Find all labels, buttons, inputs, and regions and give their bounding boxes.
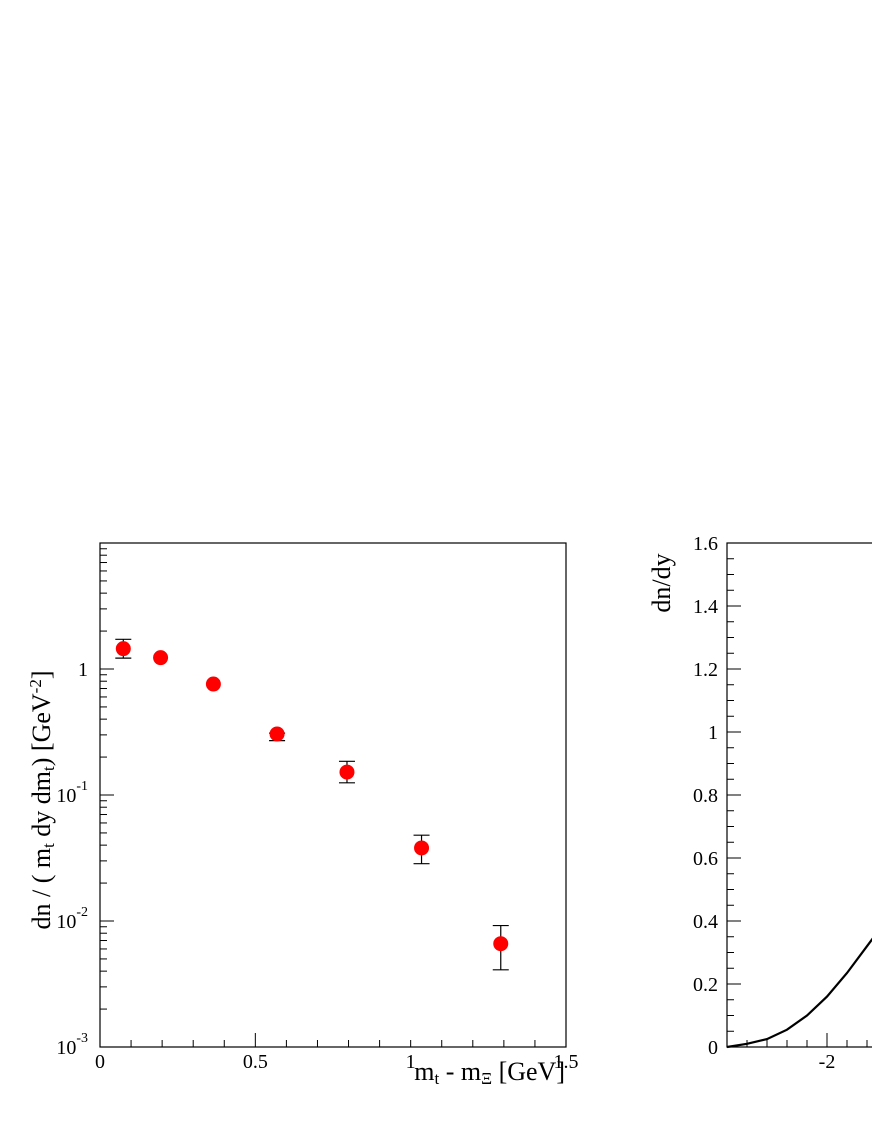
right-y-tick-label: 0.6 [693, 848, 718, 870]
left-x-ticks: 0 0.5 1 1.5 [95, 1033, 579, 1073]
left-plot-frame [99, 542, 567, 1048]
left-x-tick-label: 1 [406, 1051, 416, 1073]
right-panel: -2 0 0.2 0.4 0.6 0.8 1 1.2 1.4 1.6 dn/dy [647, 533, 872, 1073]
left-x-tick-label: 1.5 [554, 1051, 579, 1073]
left-data-point [153, 650, 169, 666]
left-x-tick-label: 0.5 [243, 1051, 268, 1073]
right-y-tick-label: 1 [708, 722, 718, 744]
right-fit-curve [726, 937, 872, 1049]
right-y-tick-label: 1.4 [693, 596, 718, 618]
left-y-tick-label: 10-1 [56, 779, 88, 807]
right-y-tick-label: 0.4 [693, 911, 718, 933]
right-y-tick-label: 0.2 [693, 974, 718, 996]
left-data-point [205, 676, 221, 692]
left-data-point [269, 726, 285, 742]
right-plot-frame [726, 542, 872, 1048]
left-y-tick-label: 10-3 [56, 1031, 88, 1059]
right-y-ticks: 0 0.2 0.4 0.6 0.8 1 1.2 1.4 1.6 [693, 533, 741, 1059]
right-y-tick-label: 0 [708, 1037, 718, 1059]
right-y-tick-label: 1.6 [693, 533, 718, 555]
left-data-point [339, 764, 355, 780]
right-y-axis-label: dn/dy [647, 553, 676, 612]
left-x-axis-label: mt - mΞ [GeV] [414, 1057, 565, 1088]
left-data-point [493, 936, 509, 952]
left-y-axis-label: dn / ( mt dy dmt) [GeV-2] [26, 670, 59, 929]
left-data-point [115, 641, 131, 657]
left-panel: 0 0.5 1 1.5 10-3 10-2 10-1 1 dn / ( mt dy dmt)… [26, 542, 579, 1088]
left-data-points [115, 638, 509, 971]
left-y-tick-label: 1 [78, 659, 88, 681]
left-x-tick-label: 0 [95, 1051, 105, 1073]
right-y-tick-label: 0.8 [693, 785, 718, 807]
right-x-ticks: -2 [726, 1033, 868, 1073]
left-data-point [414, 840, 430, 856]
left-y-ticks: 10-3 10-2 10-1 1 [56, 548, 114, 1059]
left-y-tick-label: 10-2 [56, 905, 88, 933]
right-y-tick-label: 1.2 [693, 659, 718, 681]
right-x-tick-label: -2 [819, 1051, 836, 1073]
